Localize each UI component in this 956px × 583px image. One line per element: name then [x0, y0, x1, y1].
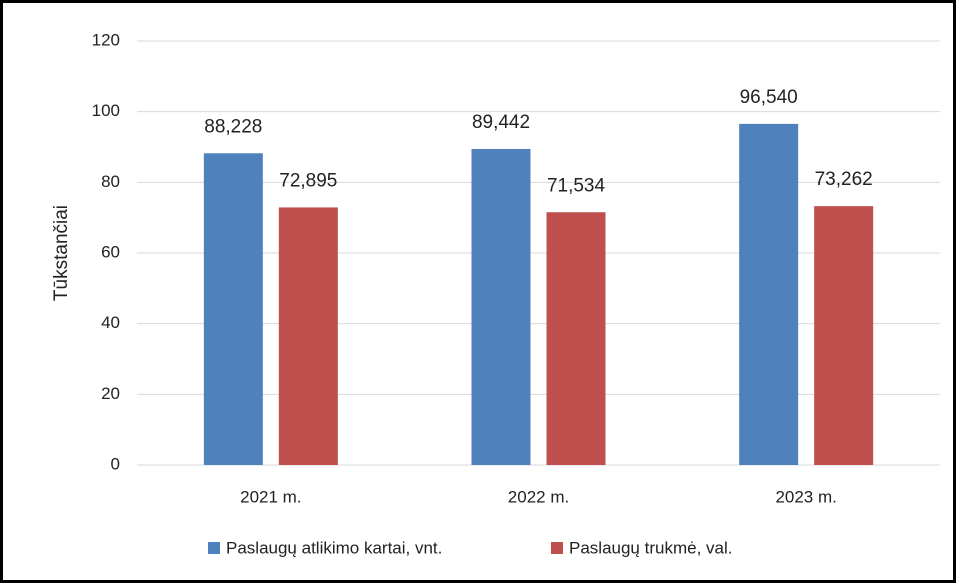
x-tick-label: 2022 m. [508, 487, 569, 506]
y-tick-label: 60 [101, 242, 120, 261]
bar [546, 212, 606, 465]
x-tick-label: 2021 m. [240, 487, 301, 506]
y-axis-label: Tūkstančiai [51, 205, 72, 301]
bar [814, 206, 874, 465]
y-tick-label: 20 [101, 384, 120, 403]
bar [203, 153, 263, 466]
bar [278, 207, 338, 465]
y-tick-label: 0 [111, 454, 120, 473]
x-tick-label: 2023 m. [775, 487, 836, 506]
y-tick-label: 120 [92, 30, 120, 49]
bar [739, 123, 799, 465]
value-label: 96,540 [740, 87, 798, 108]
y-tick-label: 40 [101, 313, 120, 332]
value-label: 73,262 [815, 169, 873, 190]
legend-label: Paslaugų atlikimo kartai, vnt. [226, 538, 442, 557]
value-label: 88,228 [204, 116, 262, 137]
legend-label: Paslaugų trukmė, val. [569, 538, 732, 557]
legend-swatch [551, 542, 563, 554]
y-tick-label: 80 [101, 172, 120, 191]
value-label: 72,895 [279, 170, 337, 191]
value-label: 71,534 [547, 175, 606, 196]
bar [471, 148, 531, 465]
y-tick-label: 100 [92, 101, 120, 120]
legend-swatch [208, 542, 220, 554]
value-label: 89,442 [472, 112, 530, 133]
